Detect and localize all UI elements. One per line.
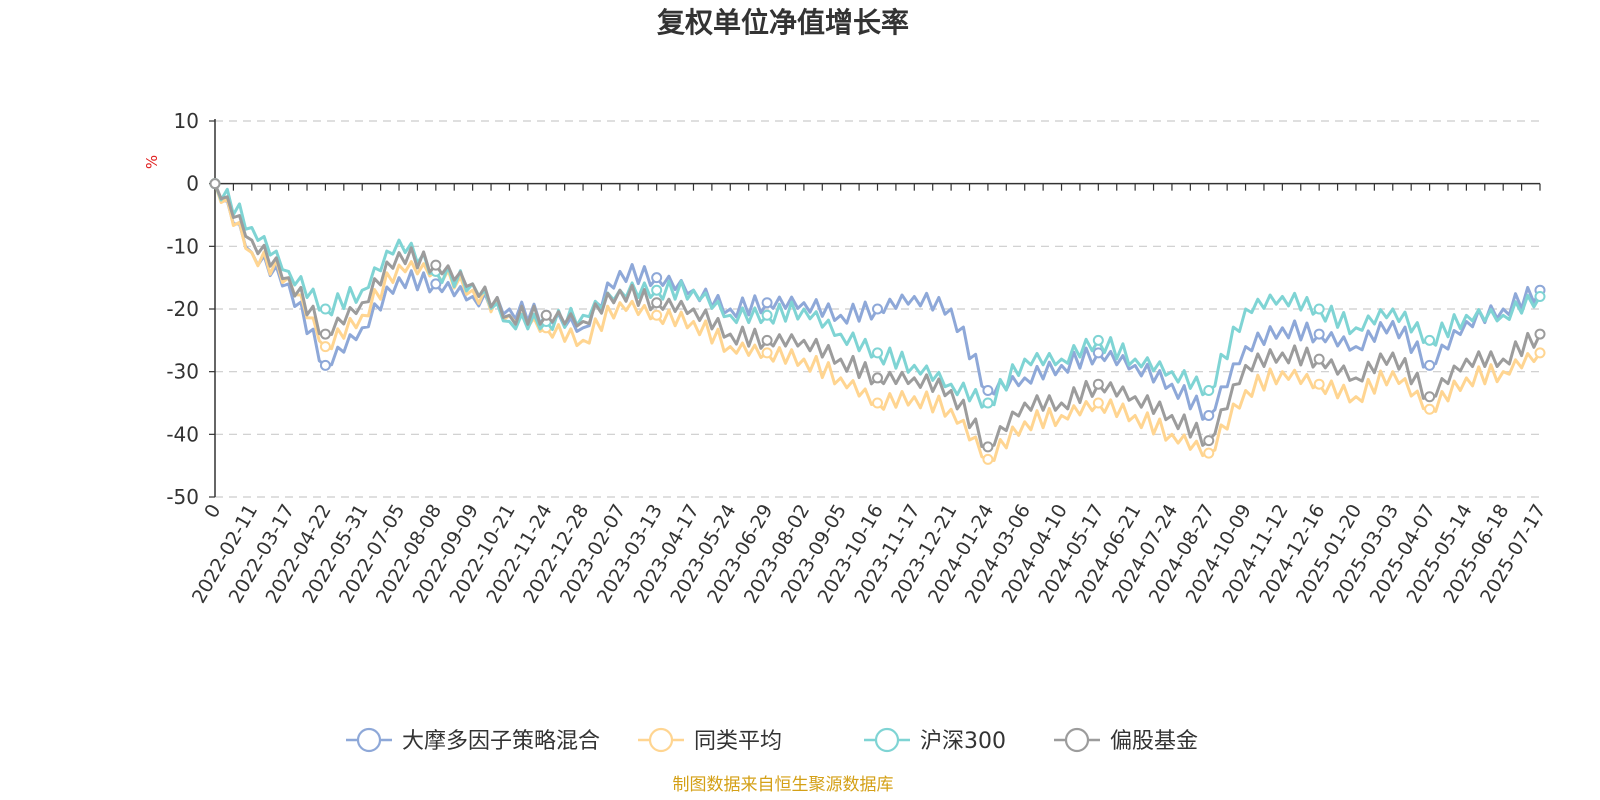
legend-marker xyxy=(874,727,900,753)
data-point xyxy=(1313,378,1325,390)
data-point xyxy=(1424,334,1436,346)
data-point xyxy=(872,347,883,359)
legend-item-3[interactable]: 偏股基金 xyxy=(1054,727,1198,754)
data-point xyxy=(1424,403,1436,415)
data-point xyxy=(1092,397,1104,409)
data-point xyxy=(651,272,663,284)
data-point xyxy=(1203,384,1215,396)
chart-title: 复权单位净值增长率 xyxy=(657,6,909,39)
data-point xyxy=(761,334,773,346)
data-point xyxy=(651,297,663,309)
legend-label: 大摩多因子策略混合 xyxy=(402,729,600,754)
data-point xyxy=(1092,347,1104,359)
legend-label: 沪深300 xyxy=(920,729,1006,754)
data-point xyxy=(319,303,331,315)
legend-item-2[interactable]: 沪深300 xyxy=(864,727,1006,754)
series-1 xyxy=(209,178,1546,465)
data-point xyxy=(761,297,773,309)
series-lines xyxy=(209,178,1546,465)
data-point xyxy=(982,453,994,465)
data-point xyxy=(651,309,663,321)
data-point xyxy=(1313,353,1325,365)
y-tick-label: -40 xyxy=(166,422,199,446)
legend-label: 同类平均 xyxy=(694,729,782,754)
series-3 xyxy=(209,178,1546,453)
legend[interactable]: 大摩多因子策略混合 同类平均 沪深300 偏股基金 xyxy=(346,727,1198,754)
data-point xyxy=(1424,391,1436,403)
data-point xyxy=(872,303,883,315)
data-point xyxy=(1092,378,1104,390)
y-tick-label: -10 xyxy=(166,234,199,258)
data-point xyxy=(761,347,773,359)
data-point xyxy=(430,278,442,290)
legend-item-0[interactable]: 大摩多因子策略混合 xyxy=(346,727,600,754)
y-tick-label: -30 xyxy=(166,360,199,384)
data-point xyxy=(1534,347,1546,359)
legend-label: 偏股基金 xyxy=(1110,729,1198,754)
legend-marker xyxy=(356,727,382,753)
data-point xyxy=(1203,447,1215,459)
x-tick-label: 0 xyxy=(200,501,225,522)
y-tick-label: 10 xyxy=(174,109,199,133)
data-point xyxy=(319,359,331,371)
source-note: 制图数据来自恒生聚源数据库 xyxy=(673,775,894,795)
data-point xyxy=(1424,359,1436,371)
data-point xyxy=(209,178,221,190)
y-axis-ticks: 10 0 -10 -20 -30 -40 -50 xyxy=(166,109,215,509)
data-point xyxy=(319,328,331,340)
data-point xyxy=(1092,334,1104,346)
data-point xyxy=(982,441,994,453)
y-tick-label: -20 xyxy=(166,297,199,321)
data-point xyxy=(430,259,442,271)
data-point xyxy=(1313,303,1325,315)
y-axis-unit: % xyxy=(143,155,161,169)
data-point xyxy=(982,397,994,409)
data-point xyxy=(1534,290,1546,302)
data-point xyxy=(1203,410,1215,422)
data-point xyxy=(872,397,883,409)
legend-marker xyxy=(1064,727,1090,753)
legend-marker xyxy=(648,727,674,753)
y-tick-label: 0 xyxy=(186,172,199,196)
data-point xyxy=(872,372,883,384)
legend-item-1[interactable]: 同类平均 xyxy=(638,727,782,754)
data-point xyxy=(651,284,663,296)
data-point xyxy=(982,384,994,396)
data-point xyxy=(319,341,331,353)
data-point xyxy=(540,309,552,321)
series-line xyxy=(213,183,1542,421)
data-point xyxy=(1313,328,1325,340)
data-point xyxy=(1203,435,1215,447)
y-tick-label: -50 xyxy=(166,485,199,509)
data-point xyxy=(1534,328,1546,340)
data-point xyxy=(761,309,773,321)
